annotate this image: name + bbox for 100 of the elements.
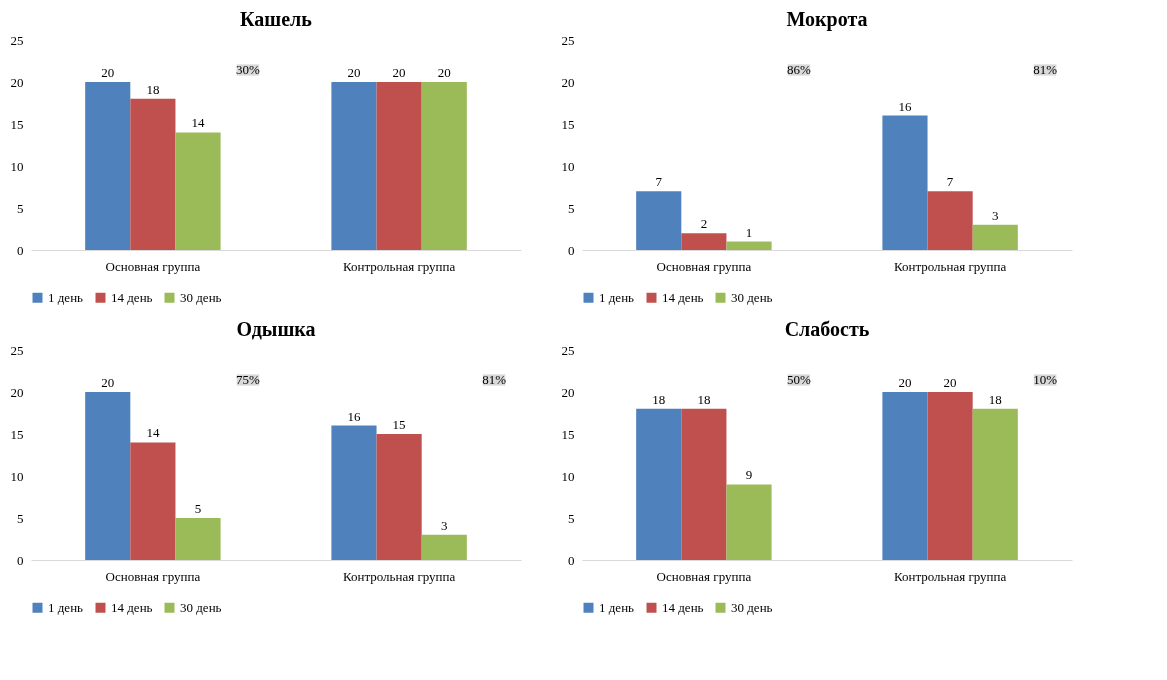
data-label: 18 <box>652 391 666 407</box>
y-tick-label: 0 <box>17 552 24 568</box>
data-label: 15 <box>392 417 406 432</box>
data-label: 3 <box>441 517 448 533</box>
x-tick-label: Основная группа <box>656 258 752 274</box>
bar <box>726 484 772 560</box>
x-tick-label: Основная группа <box>105 258 201 274</box>
y-tick-label: 20 <box>561 74 575 90</box>
data-label: 18 <box>988 391 1002 407</box>
bar <box>130 98 176 250</box>
y-tick-label: 25 <box>10 342 24 358</box>
bar <box>636 408 682 560</box>
y-tick-label: 0 <box>568 552 575 568</box>
bar <box>681 408 727 560</box>
y-tick-label: 5 <box>568 510 575 526</box>
bar <box>681 233 727 250</box>
y-tick-label: 20 <box>10 74 24 90</box>
y-tick-label: 0 <box>568 242 575 258</box>
x-tick-label: Основная группа <box>105 568 201 584</box>
annotation: 86% <box>786 62 811 77</box>
legend-label: 1 день <box>599 289 635 305</box>
annotation: 10% <box>1033 372 1058 387</box>
data-label: 3 <box>992 207 999 223</box>
data-label: 2 <box>700 216 708 232</box>
data-label: 20 <box>437 65 451 80</box>
bar <box>421 82 467 250</box>
bar <box>85 392 131 560</box>
bar <box>331 82 377 250</box>
y-tick-label: 5 <box>17 200 24 216</box>
bar <box>376 82 422 250</box>
x-tick-label: Контрольная группа <box>342 258 456 274</box>
legend-label: 14 день <box>111 599 153 615</box>
x-tick-label: Контрольная группа <box>342 568 456 584</box>
y-tick-label: 5 <box>17 510 24 526</box>
bar <box>130 442 176 560</box>
annotation: 30% <box>235 62 260 77</box>
y-tick-label: 10 <box>561 468 575 484</box>
bar <box>972 408 1018 560</box>
annotation: 50% <box>786 372 811 387</box>
bar <box>927 392 973 560</box>
bar <box>331 425 377 560</box>
y-tick-label: 0 <box>17 242 24 258</box>
bar <box>421 534 467 560</box>
data-label: 1 <box>745 224 753 240</box>
bar <box>175 132 221 250</box>
legend-label: 30 день <box>731 289 773 305</box>
annotation: 81% <box>482 372 507 387</box>
data-label: 20 <box>943 375 957 390</box>
data-label: 14 <box>191 115 206 131</box>
data-label: 7 <box>946 174 954 190</box>
data-label: 20 <box>392 65 406 80</box>
data-label: 18 <box>697 391 711 407</box>
chart-title: Мокрота <box>786 8 868 31</box>
chart-title: Кашель <box>240 8 313 30</box>
bar <box>636 191 682 250</box>
y-tick-label: 25 <box>561 32 575 48</box>
data-label: 9 <box>745 467 753 483</box>
x-tick-label: Основная группа <box>656 568 752 584</box>
bar <box>882 115 928 250</box>
data-label: 16 <box>347 408 361 424</box>
bar <box>175 518 221 560</box>
data-label: 20 <box>898 375 912 390</box>
x-tick-label: Контрольная группа <box>893 258 1007 274</box>
data-label: 16 <box>898 98 912 114</box>
y-tick-label: 10 <box>10 158 24 174</box>
data-label: 7 <box>655 174 663 190</box>
legend-label: 1 день <box>48 289 84 305</box>
y-tick-label: 15 <box>561 116 575 132</box>
data-label: 20 <box>101 65 115 80</box>
data-label: 20 <box>347 65 361 80</box>
annotation: 75% <box>235 372 260 387</box>
legend-label: 30 день <box>731 599 773 615</box>
x-tick-label: Контрольная группа <box>893 568 1007 584</box>
bar <box>726 241 772 250</box>
data-label: 18 <box>146 81 160 97</box>
y-tick-label: 25 <box>561 342 575 358</box>
y-tick-label: 15 <box>10 426 24 442</box>
legend-label: 30 день <box>180 289 222 305</box>
bar <box>927 191 973 250</box>
legend-label: 30 день <box>180 599 222 615</box>
y-tick-label: 15 <box>561 426 575 442</box>
data-label: 14 <box>146 425 160 441</box>
y-tick-label: 5 <box>568 200 575 216</box>
legend-label: 14 день <box>662 289 704 305</box>
bar <box>972 224 1018 250</box>
y-tick-label: 10 <box>10 468 24 484</box>
chart-title: Слабость <box>784 318 870 340</box>
bar <box>882 392 928 560</box>
legend-label: 1 день <box>599 599 635 615</box>
annotation: 81% <box>1033 62 1058 77</box>
y-tick-label: 10 <box>561 158 575 174</box>
data-label: 20 <box>101 375 115 390</box>
chart-title: Одышка <box>236 318 316 340</box>
y-tick-label: 20 <box>561 384 575 400</box>
legend-label: 1 день <box>48 599 84 615</box>
bar <box>85 82 131 250</box>
legend-label: 14 день <box>111 289 153 305</box>
legend-label: 14 день <box>662 599 704 615</box>
y-tick-label: 25 <box>10 32 24 48</box>
y-tick-label: 15 <box>10 116 24 132</box>
